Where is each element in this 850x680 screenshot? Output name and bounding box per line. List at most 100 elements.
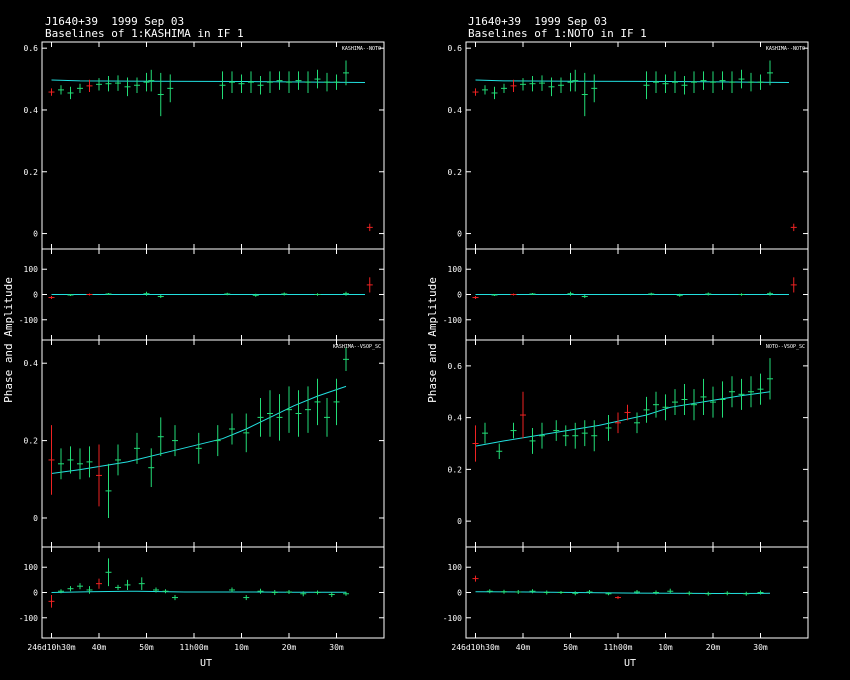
data-point: [572, 591, 579, 596]
data-point: [748, 72, 754, 92]
data-point: [553, 420, 560, 441]
data-point: [157, 417, 164, 457]
data-point: [539, 75, 545, 91]
x-tick-label: 40m: [516, 643, 531, 652]
data-point: [96, 78, 102, 91]
data-point: [134, 77, 140, 93]
data-point: [691, 71, 697, 93]
y-tick-label: -100: [19, 316, 38, 325]
data-point: [314, 69, 321, 89]
panel-phase-2: 100 0 -100: [443, 248, 809, 341]
data-point: [324, 398, 330, 437]
y-tick-label: -100: [443, 614, 462, 623]
x-axis-label: UT: [624, 658, 636, 669]
panel-amplitude-1: 0 0.2 0.4 0.6 KASHIMA--NOTO: [24, 41, 385, 250]
data-point: [767, 358, 773, 400]
data-point: [153, 587, 159, 593]
data-point: [58, 589, 64, 594]
flagged-point: [96, 578, 102, 589]
x-tick-label: 10m: [234, 643, 249, 652]
data-point: [496, 443, 503, 460]
data-point: [653, 391, 659, 418]
data-point: [157, 295, 164, 299]
data-point: [67, 293, 74, 297]
flagged-point: [86, 79, 93, 93]
data-point: [229, 71, 235, 93]
data-point: [710, 386, 716, 418]
data-point: [543, 590, 550, 595]
y-tick-label: 0.2: [448, 168, 463, 177]
data-point: [558, 590, 564, 595]
data-point: [605, 592, 612, 596]
data-point: [343, 591, 349, 596]
data-point: [295, 71, 302, 90]
flagged-point: [366, 277, 373, 293]
data-point: [343, 60, 349, 86]
data-point: [653, 71, 659, 93]
data-point: [757, 74, 764, 90]
data-point: [491, 86, 498, 100]
right-title-line2: Baselines of 1:NOTO in IF 1: [468, 27, 647, 40]
x-axis-label: UT: [200, 658, 212, 669]
data-point: [520, 78, 526, 91]
data-point: [501, 83, 507, 93]
data-point: [305, 386, 311, 433]
data-point: [248, 71, 254, 93]
flagged-point: [48, 296, 55, 300]
data-point: [581, 295, 588, 299]
data-point: [105, 558, 112, 587]
y-tick-label: 100: [448, 563, 463, 572]
data-point: [767, 291, 773, 296]
panel-amplitude-3: 0 0.2 0.4 0.6 NOTO--VSOP_SC: [448, 339, 809, 548]
data-point: [105, 463, 112, 518]
data-point: [286, 589, 292, 595]
baseline-label: KASHIMA--NOTO: [342, 46, 381, 52]
data-point: [681, 383, 688, 416]
data-point: [529, 75, 536, 92]
data-point: [662, 394, 669, 421]
data-point: [267, 71, 273, 93]
data-point: [767, 60, 773, 86]
data-point: [672, 389, 678, 416]
data-point: [691, 389, 697, 421]
data-point: [229, 413, 235, 445]
data-point: [271, 589, 278, 596]
flagged-point: [472, 575, 479, 582]
data-point: [719, 381, 726, 418]
data-point: [643, 71, 650, 100]
data-point: [700, 378, 707, 416]
data-point: [300, 591, 307, 597]
panel-phase-4: 100 0 -100: [19, 546, 385, 639]
data-point: [705, 292, 712, 296]
flagged-point: [48, 595, 55, 608]
data-point: [148, 69, 155, 92]
data-point: [229, 587, 235, 593]
data-point: [529, 589, 536, 594]
data-point: [295, 390, 302, 437]
chart-noto: 0 0.2 0.4 0.6 KASHIMA--NOTO 100 0 -100 0 0.2 0.4 0.…: [426, 41, 809, 669]
x-tick-label: 11h00m: [604, 643, 633, 652]
y-tick-label: 0.2: [448, 465, 463, 474]
y-tick-label: 0: [457, 589, 462, 598]
data-point: [572, 422, 579, 449]
data-point: [172, 595, 178, 601]
data-point: [77, 583, 83, 590]
data-point: [562, 425, 569, 447]
data-point: [314, 293, 321, 296]
data-point: [58, 85, 64, 95]
data-point: [634, 412, 640, 434]
panel-frame: [465, 41, 809, 250]
data-point: [491, 293, 498, 297]
panel-amplitude-3: 0 0.2 0.4 KASHIMA--VSOP_SC: [24, 339, 385, 548]
data-point: [510, 422, 517, 439]
flagged-point: [520, 391, 526, 439]
data-point: [214, 425, 221, 457]
y-tick-label: 0: [457, 517, 462, 526]
data-point: [243, 413, 250, 453]
data-point: [757, 590, 764, 595]
data-point: [224, 292, 231, 296]
flagged-point: [48, 425, 55, 495]
y-tick-label: 0.4: [448, 414, 463, 423]
data-point: [172, 425, 178, 457]
